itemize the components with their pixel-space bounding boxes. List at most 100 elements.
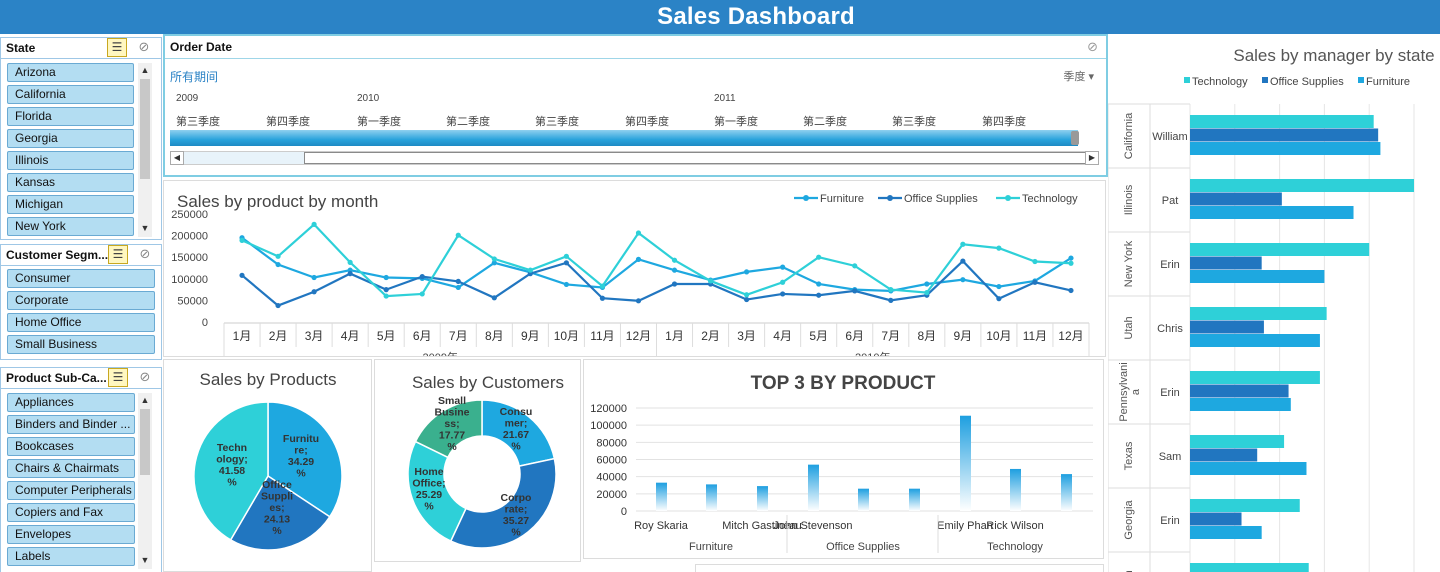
bar: [1190, 320, 1264, 334]
slice-label: 17.77: [439, 430, 465, 442]
manager-label: Erin: [1160, 387, 1180, 399]
bar: [1190, 398, 1291, 411]
timeline-quarter[interactable]: 第一季度: [714, 116, 758, 128]
slicer-item[interactable]: Computer Peripherals: [7, 481, 135, 500]
bar: [1190, 563, 1309, 572]
state-label: New York: [1123, 240, 1135, 287]
scroll-up-icon[interactable]: ▲: [140, 395, 150, 405]
slicer-item[interactable]: Georgia: [7, 129, 134, 148]
slicer-item[interactable]: New York: [7, 217, 134, 236]
scroll-right-icon[interactable]: ▶: [1085, 151, 1099, 165]
multi-select-icon[interactable]: ☰: [107, 38, 127, 57]
y-tick-label: 0: [621, 506, 627, 518]
state-label: Georgia: [1123, 500, 1135, 540]
timeline-quarter[interactable]: 第二季度: [803, 116, 847, 128]
data-point: [599, 295, 606, 301]
scroll-up-icon[interactable]: ▲: [140, 65, 150, 75]
slicer-item[interactable]: Envelopes: [7, 525, 135, 544]
slicer-item[interactable]: Corporate: [7, 291, 155, 310]
legend-label: Office Supplies: [1270, 76, 1344, 88]
manager-label: Chris: [1157, 323, 1183, 335]
clear-filter-icon[interactable]: ⊘: [1087, 39, 1098, 54]
dashboard-title: Sales Dashboard: [657, 3, 855, 30]
data-point: [671, 257, 678, 263]
clear-filter-icon[interactable]: ⊘: [139, 369, 151, 384]
multi-select-icon[interactable]: ☰: [108, 368, 128, 387]
slicer-item[interactable]: Bookcases: [7, 437, 135, 456]
slice-label: %: [296, 468, 306, 480]
data-point: [491, 256, 497, 262]
subcat-slicer-header: Product Sub-Ca... ☰ ⊘: [0, 367, 162, 389]
subcat-slicer-scrollbar[interactable]: ▲ ▼: [138, 393, 152, 569]
state-slicer-header: State ☰ ⊘: [0, 37, 162, 59]
bar: [1190, 384, 1289, 398]
slicer-item[interactable]: Labels: [7, 547, 135, 566]
slice-label: Home: [414, 466, 443, 478]
slicer-item[interactable]: Home Office: [7, 313, 155, 332]
slicer-item[interactable]: Consumer: [7, 269, 155, 288]
state-slicer-scrollbar[interactable]: ▲ ▼: [138, 63, 152, 237]
slicer-item[interactable]: Michigan: [7, 195, 134, 214]
scroll-thumb[interactable]: [140, 79, 150, 179]
slicer-item[interactable]: Copiers and Fax: [7, 503, 135, 522]
top3-chart: TOP 3 BY PRODUCT 120000 100000 80000 60000 40…: [590, 373, 1093, 553]
scroll-thumb[interactable]: [304, 152, 1087, 164]
y-tick-label: 100000: [171, 274, 208, 286]
slicer-item[interactable]: Kansas: [7, 173, 134, 192]
manager-label: Erin: [1160, 259, 1180, 271]
state-slicer-label: State: [6, 41, 36, 55]
clear-filter-icon[interactable]: ⊘: [138, 39, 150, 54]
scroll-thumb[interactable]: [140, 409, 150, 475]
slicer-item[interactable]: Binders and Binder ...: [7, 415, 135, 434]
timeline-quarter[interactable]: 第三季度: [892, 116, 936, 128]
clear-filter-icon[interactable]: ⊘: [139, 246, 151, 261]
x-tick-label: 10月: [986, 329, 1011, 343]
slicer-item[interactable]: Illinois: [7, 151, 134, 170]
timeline-selection-bar[interactable]: [170, 130, 1078, 146]
y-tick-label: 50000: [177, 295, 208, 307]
slice-label: Consu: [500, 406, 533, 418]
timeline-quarter[interactable]: 第四季度: [982, 116, 1026, 128]
timeline-scrollbar[interactable]: ◀ ▶: [170, 151, 1099, 165]
bar: [757, 486, 768, 511]
slicer-item[interactable]: Chairs & Chairmats: [7, 459, 135, 478]
data-point: [1068, 260, 1074, 266]
slice-label: %: [227, 477, 237, 489]
timeline-quarter[interactable]: 第二季度: [446, 116, 490, 128]
sales-by-customers-chart: Sales by Customers Consumer;21.67% Corpora…: [407, 373, 564, 549]
timeline-label: Order Date: [170, 40, 233, 54]
data-point: [744, 269, 750, 275]
timeline-quarter[interactable]: 第三季度: [176, 116, 220, 128]
slicer-item[interactable]: Florida: [7, 107, 134, 126]
timeline-handle[interactable]: [1071, 131, 1079, 145]
bar: [1190, 334, 1320, 347]
data-point: [996, 296, 1002, 302]
bar: [1190, 192, 1282, 206]
x-tick-label: 9月: [954, 329, 973, 343]
timeline-quarter[interactable]: 第一季度: [357, 116, 401, 128]
scroll-left-icon[interactable]: ◀: [170, 151, 184, 165]
data-point: [780, 264, 786, 270]
panel-edge: [695, 564, 1104, 572]
multi-select-icon[interactable]: ☰: [108, 245, 128, 264]
timeline-level-value: 季度: [1063, 71, 1086, 83]
scroll-down-icon[interactable]: ▼: [140, 555, 150, 565]
data-point: [1032, 258, 1038, 265]
scroll-down-icon[interactable]: ▼: [140, 223, 150, 233]
slicer-item[interactable]: Arizona: [7, 63, 134, 82]
slicer-item[interactable]: Small Business: [7, 335, 155, 354]
timeline-quarter[interactable]: 第四季度: [266, 116, 310, 128]
timeline-level-dropdown[interactable]: 季度 ▾: [1063, 68, 1094, 84]
x-tick-label: 11月: [590, 329, 614, 343]
title-bar: Sales Dashboard: [0, 0, 1440, 34]
slicer-item[interactable]: California: [7, 85, 134, 104]
bar: [1190, 256, 1262, 270]
timeline-quarter[interactable]: 第三季度: [535, 116, 579, 128]
x-tick-label: 6月: [845, 329, 864, 343]
x-tick-label: Roy Skaria: [634, 520, 689, 532]
data-point: [780, 291, 786, 297]
slicer-item[interactable]: Appliances: [7, 393, 135, 412]
timeline-quarter[interactable]: 第四季度: [625, 116, 669, 128]
